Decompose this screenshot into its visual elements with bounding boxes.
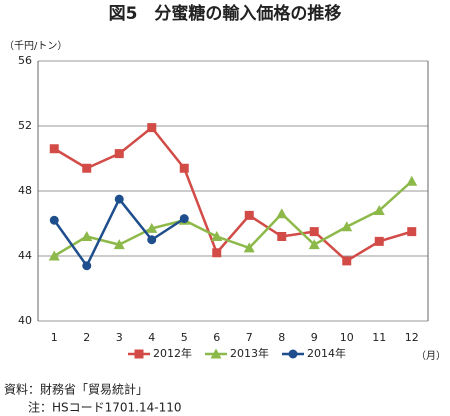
marker [342,256,352,266]
x-tick-label: 3 [116,331,123,344]
x-tick-label: 2 [83,331,90,344]
legend-label: 2014年 [307,346,346,360]
x-tick-label: 5 [181,331,188,344]
x-tick-label: 7 [246,331,253,344]
x-tick-label: 10 [340,331,354,344]
marker [277,232,287,241]
marker [114,149,124,159]
y-tick-label: 48 [18,184,32,197]
y-tick-label: 52 [18,119,32,132]
legend-label: 2012年 [153,346,192,360]
marker [114,194,124,204]
marker [147,235,157,245]
x-tick-label: 6 [213,331,220,344]
marker [406,175,418,186]
marker [82,163,92,173]
x-tick-label: 8 [278,331,285,344]
marker [244,210,254,220]
marker [82,261,92,271]
x-tick-label: 1 [51,331,58,344]
chart-title: 図5 分蜜糖の輸入価格の推移 [109,3,342,24]
marker [134,349,144,359]
legend-label: 2013年 [230,346,269,360]
series-line [53,125,413,263]
note: 注：HSコード1701.14-110 [28,400,182,415]
marker [243,242,255,253]
marker [49,144,59,154]
marker [288,349,298,359]
marker [113,239,125,250]
x-tick-label: 9 [311,331,318,344]
marker [211,231,223,241]
y-axis-label: （千円/トン） [4,40,67,52]
marker [179,163,189,173]
marker [276,208,288,219]
y-tick-label: 56 [18,54,32,67]
series-line [53,180,413,258]
marker [81,231,93,241]
marker [374,236,384,246]
marker [309,227,319,237]
marker [210,348,222,359]
marker [373,205,385,215]
note: 資料：財務省「貿易統計」 [4,382,148,397]
marker [212,248,222,258]
marker [179,214,189,224]
marker [49,215,59,225]
marker [407,227,417,237]
marker [146,222,158,233]
x-axis-label: （月） [416,350,446,362]
y-tick-label: 40 [18,314,32,327]
x-tick-label: 4 [148,331,155,344]
marker [147,123,157,133]
x-tick-label: 11 [372,331,386,344]
marker [341,221,353,232]
marker [308,239,320,250]
marker [48,250,60,261]
y-tick-label: 44 [18,249,32,262]
x-tick-label: 12 [405,331,419,344]
